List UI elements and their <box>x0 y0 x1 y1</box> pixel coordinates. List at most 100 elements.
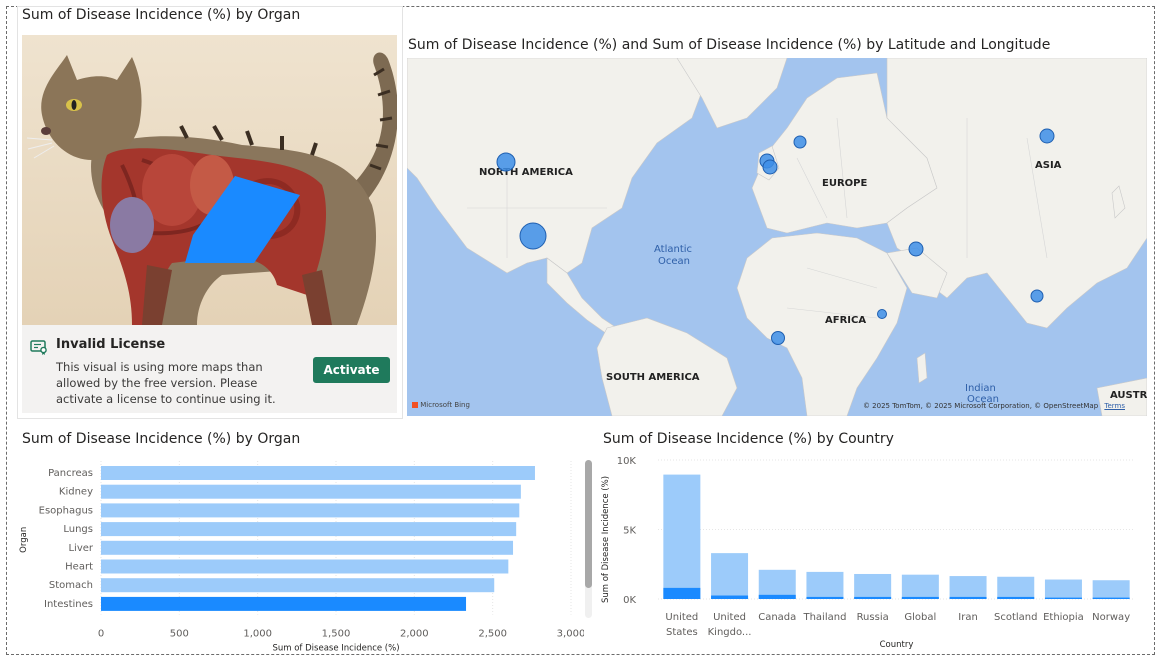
bubble-united-states <box>519 222 547 250</box>
organ-bar[interactable] <box>101 503 520 518</box>
activate-button[interactable]: Activate <box>313 357 390 383</box>
cat-anatomy-image[interactable] <box>22 35 397 325</box>
terms-link[interactable]: Terms <box>1104 402 1125 410</box>
country-bar-highlight[interactable] <box>1092 597 1130 599</box>
label-atlantic: Atlantic <box>654 244 692 255</box>
map-copyright: © 2025 TomTom, © 2025 Microsoft Corporat… <box>862 402 1125 410</box>
country-category-label: Russia <box>857 612 889 623</box>
country-bar[interactable] <box>1092 580 1130 599</box>
country-chart-title: Sum of Disease Incidence (%) by Country <box>603 431 894 447</box>
organ-x-tick-label: 3,000 <box>557 629 584 640</box>
country-category-label: Global <box>904 612 936 623</box>
map-title: Sum of Disease Incidence (%) and Sum of … <box>408 37 1051 53</box>
country-x-axis-title: Country <box>880 640 914 650</box>
license-message: This visual is using more maps than allo… <box>56 360 276 406</box>
country-bar-highlight[interactable] <box>663 587 701 599</box>
organ-image-title: Sum of Disease Incidence (%) by Organ <box>22 7 301 23</box>
country-category-label: Norway <box>1092 612 1130 623</box>
organ-bar[interactable] <box>101 466 535 480</box>
country-bar-highlight[interactable] <box>758 594 796 599</box>
license-notice: Invalid License This visual is using mor… <box>22 325 397 413</box>
country-bar-highlight[interactable] <box>1044 597 1082 599</box>
organ-category-label: Heart <box>65 562 93 573</box>
organ-category-label: Liver <box>68 543 93 554</box>
country-y-tick-label: 10K <box>617 456 637 467</box>
bubble-canada <box>496 152 516 172</box>
country-bar-highlight[interactable] <box>949 596 987 599</box>
country-category-label: Thailand <box>802 612 846 623</box>
bubble-norway <box>793 135 807 149</box>
organ-y-axis-title: Organ <box>19 527 29 553</box>
country-bar[interactable] <box>711 553 749 599</box>
organ-x-tick-label: 2,500 <box>478 629 507 640</box>
country-category-label: States <box>666 627 698 638</box>
cat-anatomy-illustration <box>22 35 397 325</box>
license-title: Invalid License <box>56 337 166 352</box>
bing-logo-icon <box>412 402 418 408</box>
label-indian: Indian <box>965 383 996 394</box>
organ-bar[interactable] <box>101 596 467 611</box>
bubble-united-kingdom-2 <box>762 159 778 175</box>
country-category-label: United <box>665 612 698 623</box>
organ-category-label: Lungs <box>63 524 93 535</box>
country-category-label: United <box>713 612 746 623</box>
country-category-label: Scotland <box>994 612 1037 623</box>
country-bar-highlight[interactable] <box>901 596 939 599</box>
organ-x-tick-label: 1,500 <box>322 629 351 640</box>
country-bar[interactable] <box>663 474 701 599</box>
report-canvas <box>6 6 1155 655</box>
country-y-axis-title: Sum of Disease Incidence (%) <box>601 476 611 603</box>
country-category-label: Iran <box>958 612 978 623</box>
country-bar-highlight[interactable] <box>997 596 1035 599</box>
country-bar[interactable] <box>997 576 1035 599</box>
country-bar[interactable] <box>854 573 892 599</box>
country-bar[interactable] <box>1044 579 1082 599</box>
country-category-label: Kingdo... <box>708 627 752 638</box>
organ-x-tick-label: 0 <box>98 629 104 640</box>
label-north-america: NORTH AMERICA <box>479 167 573 178</box>
label-atlantic-ocean: Ocean <box>658 256 690 267</box>
country-y-tick-label: 5K <box>623 526 636 537</box>
certificate-icon <box>30 339 48 355</box>
organ-bar[interactable] <box>101 559 509 574</box>
label-europe: EUROPE <box>822 178 867 189</box>
bubble-global <box>771 331 785 345</box>
country-bar-highlight[interactable] <box>854 596 892 599</box>
world-map-svg: NORTH AMERICA EUROPE ASIA AFRICA SOUTH A… <box>407 58 1147 416</box>
country-bar[interactable] <box>806 571 844 599</box>
organ-bar-chart[interactable]: 0 500 1,000 1,500 2,000 2,500 3,000 Pancreas Kid… <box>14 455 584 655</box>
organ-x-axis-title: Sum of Disease Incidence (%) <box>272 644 399 654</box>
country-column-chart[interactable]: 0K 5K 10K United States United Kingdo... Canada… <box>598 450 1153 655</box>
country-category-label: Canada <box>758 612 796 623</box>
organ-bar[interactable] <box>101 540 514 555</box>
organ-bar[interactable] <box>101 484 521 499</box>
organ-bar[interactable] <box>101 578 495 593</box>
label-indian-ocean: Ocean <box>967 394 999 405</box>
organ-x-tick-label: 500 <box>170 629 189 640</box>
country-bar[interactable] <box>901 574 939 599</box>
organ-bar-chart-title: Sum of Disease Incidence (%) by Organ <box>22 431 301 447</box>
organ-category-label: Stomach <box>49 580 93 591</box>
label-south-america: SOUTH AMERICA <box>606 372 700 383</box>
label-asia: ASIA <box>1035 160 1062 171</box>
country-category-label: Ethiopia <box>1043 612 1084 623</box>
country-bar-highlight[interactable] <box>711 595 749 599</box>
organ-category-label: Pancreas <box>48 468 93 479</box>
organ-x-tick-label: 1,000 <box>243 629 272 640</box>
bubble-russia <box>1039 128 1055 144</box>
organ-category-label: Intestines <box>44 599 93 610</box>
bubble-map[interactable]: NORTH AMERICA EUROPE ASIA AFRICA SOUTH A… <box>407 58 1147 416</box>
organ-chart-scrollbar-thumb[interactable] <box>585 460 592 588</box>
country-bar-highlight[interactable] <box>806 596 844 599</box>
country-y-tick-label: 0K <box>623 595 636 606</box>
bubble-ethiopia <box>877 309 887 319</box>
bubble-thailand <box>1030 289 1044 303</box>
country-bar[interactable] <box>758 569 796 599</box>
organ-category-label: Esophagus <box>39 505 93 516</box>
highlighted-organ-shape <box>185 176 300 263</box>
organ-category-label: Kidney <box>59 487 93 498</box>
bubble-iran <box>908 241 924 257</box>
country-bar[interactable] <box>949 576 987 599</box>
organ-bar[interactable] <box>101 522 517 537</box>
organ-x-tick-label: 2,000 <box>400 629 429 640</box>
